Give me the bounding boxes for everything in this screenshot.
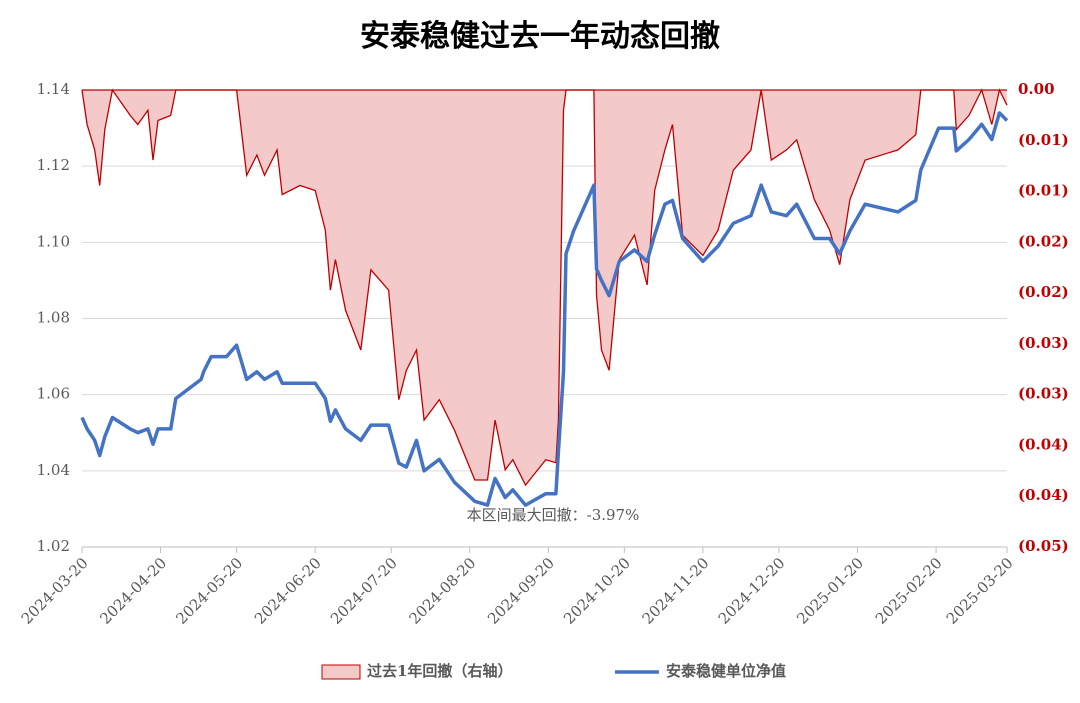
y2-tick-label: (0.05) xyxy=(1018,537,1069,555)
y-tick-label: 1.12 xyxy=(37,156,70,174)
y-tick-label: 1.06 xyxy=(37,385,70,403)
line xyxy=(80,111,1009,507)
y-tick-label: 1.08 xyxy=(37,309,70,327)
chart-title: 安泰稳健过去一年动态回撤 xyxy=(360,19,720,54)
legend-swatch xyxy=(321,664,361,680)
y2-tick-label: (0.03) xyxy=(1018,334,1069,352)
legend-label: 安泰稳健单位净值 xyxy=(666,662,786,680)
y2-tick-label: (0.04) xyxy=(1018,435,1069,453)
y2-tick-label: 0.00 xyxy=(1018,80,1055,98)
y2-tick-label: (0.01) xyxy=(1018,131,1069,149)
y2-tick-label: (0.02) xyxy=(1018,232,1069,250)
y-tick-label: 1.14 xyxy=(37,80,70,98)
y2-tick-label: (0.02) xyxy=(1018,283,1069,301)
y2-tick-label: (0.03) xyxy=(1018,385,1069,403)
y2-tick-label: (0.04) xyxy=(1018,486,1069,504)
y-tick-label: 1.02 xyxy=(37,537,70,555)
y2-tick-label: (0.01) xyxy=(1018,182,1069,200)
y-tick-label: 1.04 xyxy=(37,461,70,479)
y-tick-label: 1.10 xyxy=(37,232,70,250)
area-fill xyxy=(82,90,1007,486)
legend-label: 过去1年回撤（右轴） xyxy=(367,662,512,680)
annotation: 本区间最大回撤：-3.97% xyxy=(467,506,640,524)
